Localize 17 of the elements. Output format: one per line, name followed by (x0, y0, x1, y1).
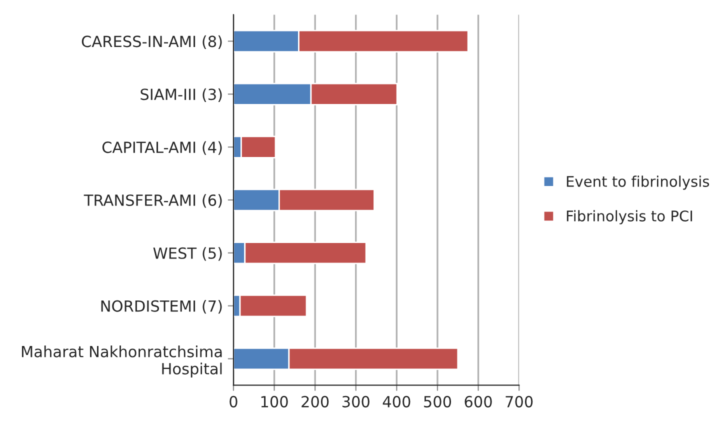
x-tick-label: 300 (342, 396, 370, 408)
legend-label: Event to fibrinolysis (566, 176, 710, 190)
y-tick-label: CARESS-IN-AMI (8) (82, 35, 222, 50)
y-tick-label: NORDISTEMI (7) (101, 300, 222, 314)
x-tick-label: 700 (506, 396, 533, 408)
y-tick-label: Maharat Nakhonratchsima Hospital (22, 346, 222, 378)
x-tick-label: 100 (261, 396, 288, 408)
x-tick-label: 500 (424, 396, 452, 408)
legend-label: Fibrinolysis to PCI (566, 210, 692, 224)
y-tick-label: CAPITAL-AMI (4) (102, 141, 222, 155)
y-tick-label: WEST (5) (153, 247, 222, 261)
y-tick-label: SIAM-III (3) (140, 88, 222, 102)
x-tick-label: 600 (464, 396, 492, 408)
x-tick-label: 0 (230, 396, 238, 408)
y-tick-label: TRANSFER-AMI (6) (84, 194, 222, 208)
x-tick-label: 400 (382, 396, 410, 408)
x-tick-label: 200 (302, 396, 329, 408)
